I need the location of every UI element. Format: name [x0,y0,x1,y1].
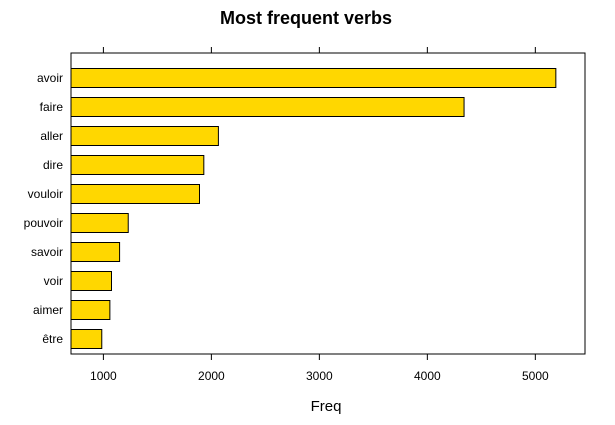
bar-avoir [70,68,557,88]
category-labels: avoir faire aller dire vouloir pouvoir savoir v… [24,71,64,346]
category-label: aimer [33,303,63,317]
category-label: faire [40,100,64,114]
x-tick-label: 4000 [414,369,441,383]
bar-être [70,329,103,349]
bar-dire [70,155,205,175]
category-label: vouloir [28,187,63,201]
bar-vouloir [70,184,200,204]
x-tick-labels: 1000 2000 3000 4000 5000 [90,369,549,383]
category-label: dire [43,158,63,172]
bottom-axis-ticks [102,354,536,360]
x-axis-label: Freq [311,398,342,415]
category-label: avoir [37,71,63,85]
category-label: être [42,332,63,346]
x-tick-label: 2000 [198,369,225,383]
bar-aimer [70,300,111,320]
category-label: pouvoir [24,216,63,230]
chart-title: Most frequent verbs [220,8,392,28]
x-tick-label: 5000 [522,369,549,383]
category-label: voir [44,274,63,288]
x-tick-label: 1000 [90,369,117,383]
bar-pouvoir [70,213,129,233]
top-axis-ticks [102,47,536,53]
bar-voir [70,271,112,291]
bar-savoir [70,242,121,262]
bars-group [70,68,557,349]
category-label: savoir [31,245,63,259]
category-label: aller [40,129,63,143]
bar-aller [70,126,219,146]
x-tick-label: 3000 [306,369,333,383]
bar-faire [70,97,465,117]
